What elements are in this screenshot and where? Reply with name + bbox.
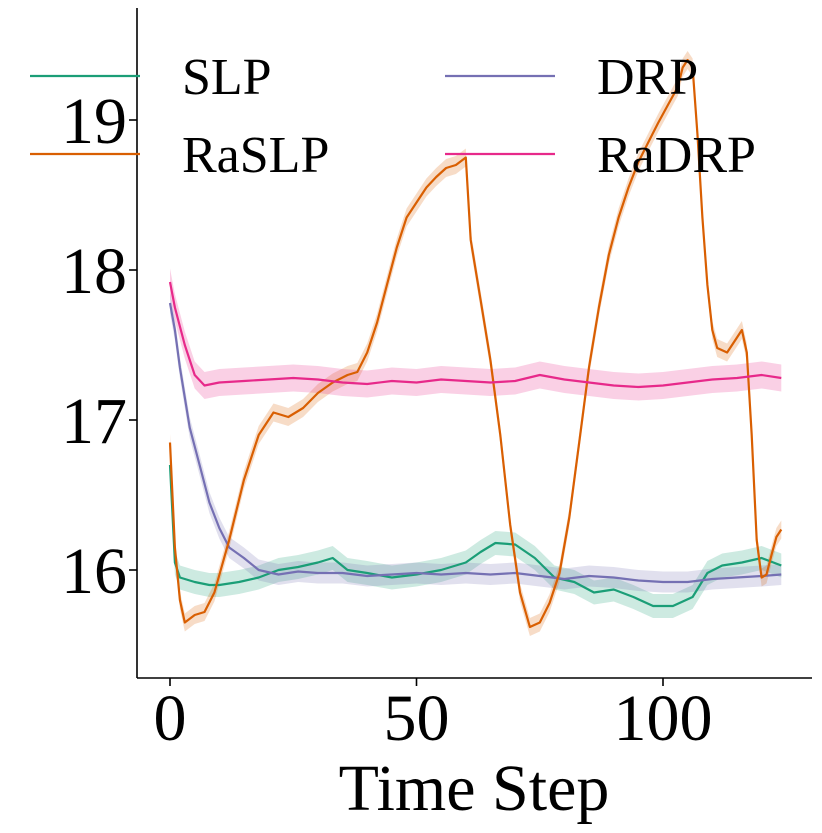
band-radrp: [170, 268, 782, 401]
series-lines: [168, 58, 783, 629]
y-axis-ticks: 16 17 18 19: [61, 85, 137, 608]
legend-item-radrp: RaDRP: [445, 127, 756, 184]
legend-item-slp: SLP: [30, 49, 272, 106]
legend-label-slp: SLP: [182, 49, 272, 106]
x-axis-ticks: 0 50 100: [154, 678, 713, 755]
series-line-slp: [168, 464, 782, 608]
legend-label-raslp: RaSLP: [182, 127, 329, 184]
legend: SLP RaSLP DRP RaDRP: [30, 49, 756, 184]
x-tick-label-50: 50: [384, 682, 450, 755]
band-slp: [170, 453, 782, 618]
series-line-drp: [168, 302, 782, 584]
x-tick-label-100: 100: [614, 682, 713, 755]
legend-label-drp: DRP: [597, 49, 698, 106]
y-tick-label-16: 16: [61, 535, 127, 608]
legend-item-drp: DRP: [445, 49, 698, 106]
legend-label-radrp: RaDRP: [597, 127, 756, 184]
x-axis-title: Time Step: [339, 752, 610, 825]
confidence-bands: [170, 51, 782, 636]
series-line-radrp: [168, 281, 782, 389]
x-tick-label-0: 0: [154, 682, 187, 755]
legend-item-raslp: RaSLP: [30, 127, 329, 184]
series-line-raslp: [168, 58, 783, 629]
y-tick-label-18: 18: [61, 235, 127, 308]
y-tick-label-19: 19: [61, 85, 127, 158]
y-tick-label-17: 17: [61, 385, 127, 458]
